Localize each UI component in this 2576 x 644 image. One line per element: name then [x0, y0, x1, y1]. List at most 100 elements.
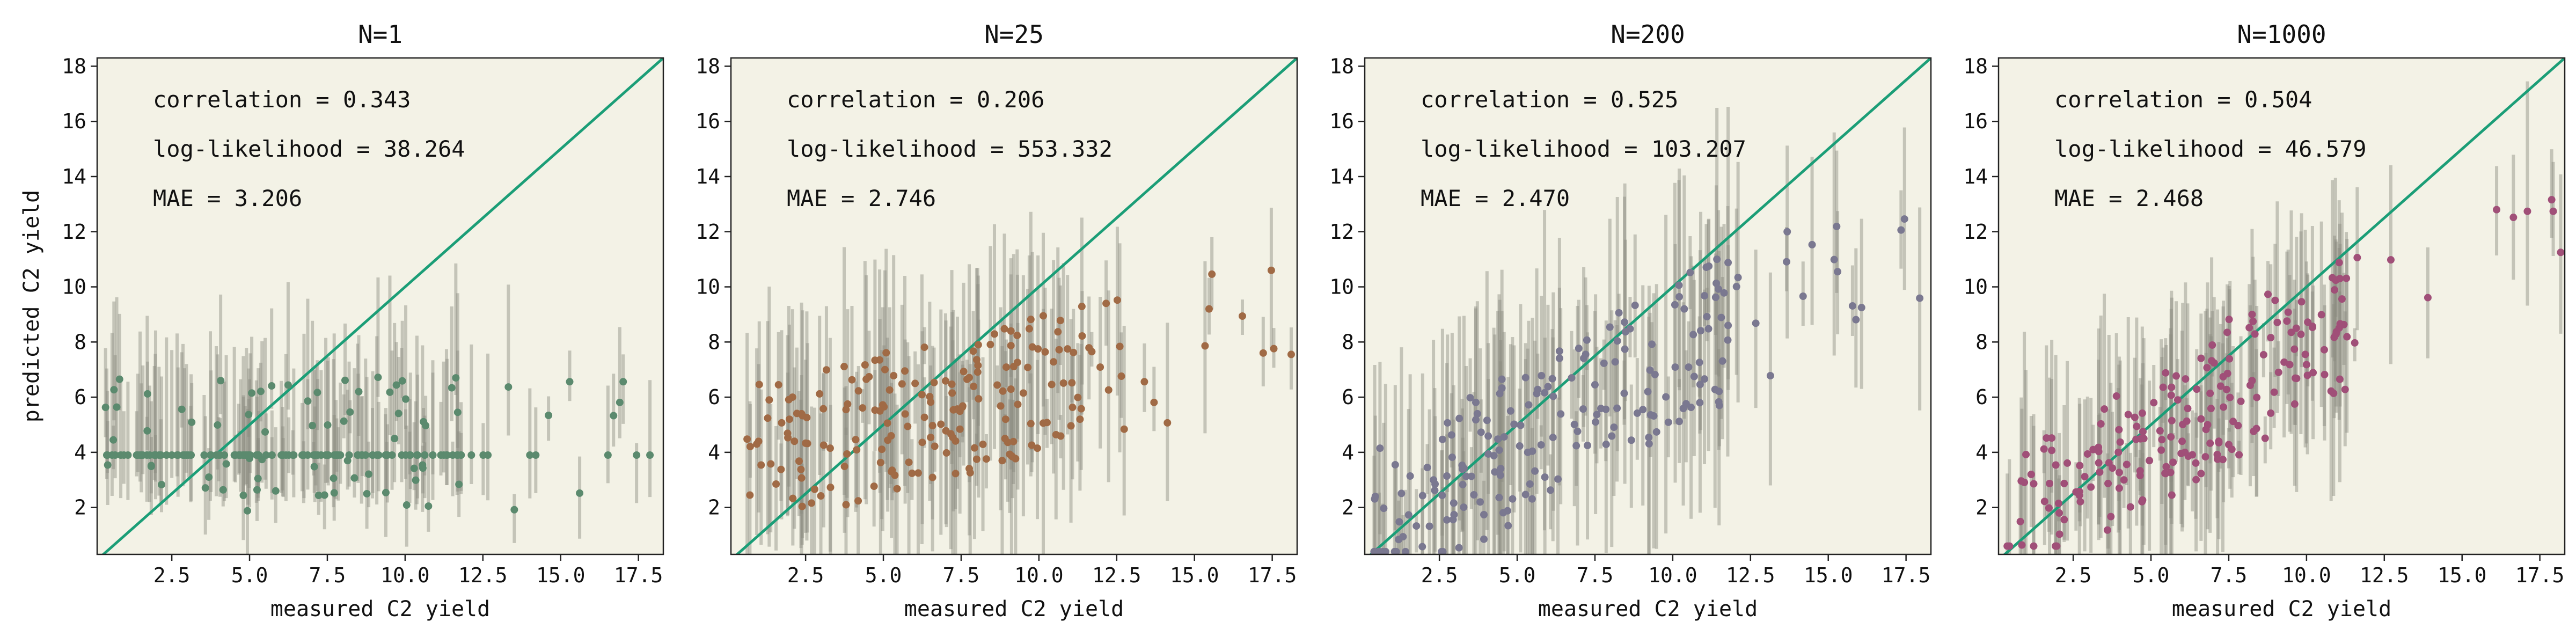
data-point — [2270, 388, 2278, 396]
data-point — [2043, 434, 2051, 442]
data-point — [1116, 342, 1124, 350]
identity-line — [101, 58, 663, 554]
data-point — [2340, 320, 2348, 328]
data-point — [179, 451, 187, 459]
data-point — [455, 480, 463, 488]
data-point — [876, 407, 884, 415]
data-point — [901, 410, 909, 418]
y-tick-label: 14 — [1329, 165, 1354, 188]
data-point — [1613, 337, 1621, 345]
data-point — [755, 380, 763, 389]
data-point — [1680, 305, 1688, 313]
data-point — [1639, 406, 1647, 414]
data-point — [974, 361, 982, 369]
stat-annotation: correlation = 0.343 — [153, 86, 411, 113]
data-point — [1458, 462, 1466, 470]
data-point — [2040, 445, 2048, 453]
data-point — [1447, 431, 1455, 439]
y-tick-label: 10 — [62, 275, 86, 299]
panel-title: N=1 — [358, 20, 402, 49]
data-point — [340, 417, 348, 425]
data-point — [2022, 450, 2030, 458]
data-point — [882, 349, 890, 357]
data-point — [2237, 397, 2245, 405]
data-point — [2332, 330, 2340, 338]
data-point — [1580, 354, 1588, 362]
data-point — [2075, 492, 2083, 500]
y-tick-label: 4 — [74, 441, 86, 464]
data-point — [616, 398, 624, 406]
data-point — [1395, 518, 1403, 526]
data-point — [1783, 228, 1791, 236]
data-point — [972, 356, 980, 364]
data-point — [2161, 469, 2169, 477]
data-point — [382, 488, 390, 496]
data-point — [143, 427, 151, 435]
data-point — [1007, 385, 1015, 393]
panel-2: 2.5 5.0 7.5 10.0 12.5 15.0 17.5 2 4 6 8 10 12 14 16 18 N… — [696, 20, 1298, 621]
data-point — [2267, 409, 2275, 417]
data-point — [972, 455, 980, 463]
data-point — [1648, 340, 1656, 348]
data-point — [2219, 373, 2227, 381]
data-point — [147, 463, 155, 471]
data-point — [2248, 310, 2256, 318]
data-point — [2248, 377, 2256, 385]
data-point — [853, 446, 861, 454]
data-point — [414, 451, 422, 459]
data-point — [2336, 375, 2344, 383]
data-point — [1548, 375, 1556, 383]
data-point — [2189, 451, 2197, 459]
data-point — [1004, 438, 1012, 447]
data-point — [1480, 535, 1488, 543]
data-point — [1732, 283, 1740, 291]
data-point — [1462, 472, 1470, 480]
y-tick-label: 14 — [62, 165, 86, 188]
data-point — [419, 461, 427, 469]
data-point — [604, 451, 612, 459]
data-point — [1007, 452, 1015, 460]
data-point — [1579, 405, 1587, 413]
data-point — [2115, 426, 2123, 434]
data-point — [1014, 400, 1022, 408]
y-tick-label: 12 — [696, 220, 720, 244]
data-point — [1495, 446, 1503, 454]
data-point — [1096, 363, 1104, 371]
data-point — [168, 451, 176, 459]
data-point — [2250, 427, 2258, 435]
data-point — [862, 375, 870, 383]
data-point — [2150, 399, 2158, 407]
data-point — [453, 408, 462, 416]
data-point — [927, 434, 935, 442]
data-point — [1431, 486, 1439, 494]
data-point — [969, 347, 977, 355]
data-point — [1568, 374, 1576, 382]
data-point — [1547, 486, 1555, 494]
data-point — [1438, 435, 1446, 443]
data-point — [1531, 467, 1539, 475]
data-point — [2309, 369, 2317, 377]
plot-frame — [1997, 57, 2566, 555]
data-point — [1460, 503, 1468, 511]
data-point — [350, 474, 358, 482]
data-point — [1555, 354, 1563, 362]
data-point — [878, 445, 886, 453]
x-tick-label: 15.0 — [2438, 564, 2487, 587]
data-point — [1068, 379, 1076, 387]
data-point — [205, 473, 213, 481]
data-point — [1615, 309, 1623, 317]
data-point — [859, 404, 867, 412]
data-point — [184, 451, 192, 459]
data-point — [2197, 354, 2205, 362]
data-point — [386, 388, 394, 396]
data-point — [412, 476, 420, 484]
y-tick-label: 16 — [696, 109, 720, 133]
stat-annotation: MAE = 3.206 — [153, 185, 302, 211]
stat-annotation: correlation = 0.525 — [1421, 86, 1678, 113]
data-point — [2104, 479, 2112, 487]
data-point — [822, 366, 830, 374]
data-point — [948, 380, 956, 388]
data-point — [2283, 317, 2291, 325]
data-point — [1391, 460, 1399, 469]
data-point — [931, 442, 939, 450]
